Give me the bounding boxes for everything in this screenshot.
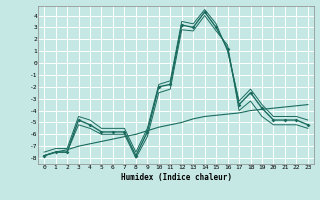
X-axis label: Humidex (Indice chaleur): Humidex (Indice chaleur) [121,173,231,182]
